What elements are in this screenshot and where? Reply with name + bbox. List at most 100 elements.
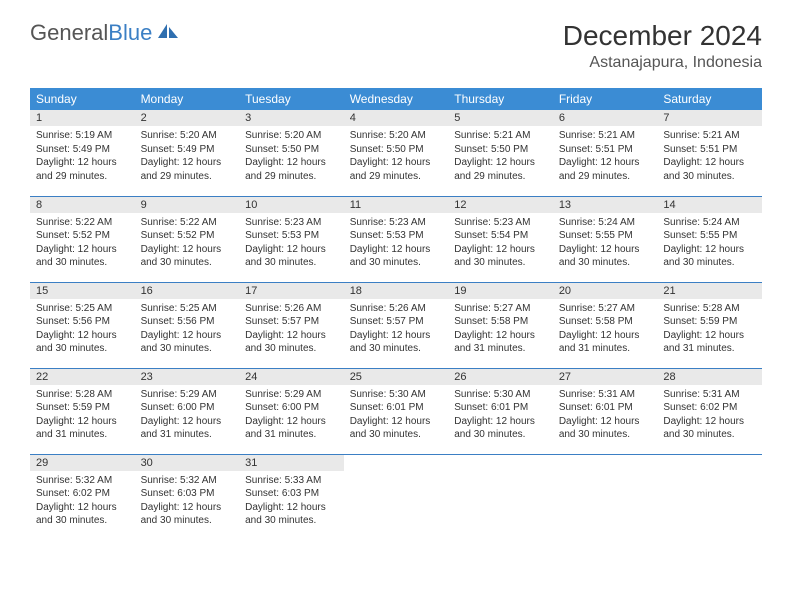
day-info-line: Sunset: 6:00 PM	[245, 401, 338, 415]
day-info: Sunrise: 5:22 AMSunset: 5:52 PMDaylight:…	[30, 213, 135, 274]
day-info-line: Sunset: 5:55 PM	[663, 229, 756, 243]
day-info: Sunrise: 5:19 AMSunset: 5:49 PMDaylight:…	[30, 126, 135, 187]
calendar-day-cell: 11Sunrise: 5:23 AMSunset: 5:53 PMDayligh…	[344, 196, 449, 282]
day-info-line: Daylight: 12 hours	[245, 501, 338, 515]
day-info: Sunrise: 5:24 AMSunset: 5:55 PMDaylight:…	[553, 213, 658, 274]
day-number: 12	[448, 197, 553, 213]
day-info-line: Sunset: 6:02 PM	[663, 401, 756, 415]
day-info-line: and 29 minutes.	[454, 170, 547, 184]
day-info: Sunrise: 5:28 AMSunset: 5:59 PMDaylight:…	[657, 299, 762, 360]
day-info-line: and 29 minutes.	[36, 170, 129, 184]
day-info-line: Sunrise: 5:33 AM	[245, 474, 338, 488]
calendar-day-cell: 31 Sunrise: 5:33 AMSunset: 6:03 PMDayligh…	[239, 454, 344, 540]
day-info-line: Daylight: 12 hours	[36, 243, 129, 257]
day-info-line: Daylight: 12 hours	[350, 329, 443, 343]
day-info-line: Sunset: 6:02 PM	[36, 487, 129, 501]
day-number: 16	[135, 283, 240, 299]
calendar-day-cell: 3Sunrise: 5:20 AMSunset: 5:50 PMDaylight…	[239, 110, 344, 196]
calendar-day-cell: 22Sunrise: 5:28 AMSunset: 5:59 PMDayligh…	[30, 368, 135, 454]
location-label: Astanajapura, Indonesia	[563, 54, 762, 72]
day-info-line: Daylight: 12 hours	[559, 243, 652, 257]
day-info-line: Daylight: 12 hours	[245, 415, 338, 429]
day-info-line: Sunset: 6:03 PM	[245, 487, 338, 501]
day-info-line: Sunrise: 5:26 AM	[350, 302, 443, 316]
page-title: December 2024	[563, 20, 762, 52]
day-info: Sunrise: 5:22 AMSunset: 5:52 PMDaylight:…	[135, 213, 240, 274]
day-info-line: Sunset: 5:56 PM	[141, 315, 234, 329]
day-info-line: Sunset: 5:57 PM	[245, 315, 338, 329]
day-info-line: and 30 minutes.	[663, 428, 756, 442]
calendar-day-cell: 6Sunrise: 5:21 AMSunset: 5:51 PMDaylight…	[553, 110, 658, 196]
day-info-line: Daylight: 12 hours	[245, 243, 338, 257]
calendar-day-cell: 15Sunrise: 5:25 AMSunset: 5:56 PMDayligh…	[30, 282, 135, 368]
calendar-day-cell: 9Sunrise: 5:22 AMSunset: 5:52 PMDaylight…	[135, 196, 240, 282]
day-info: Sunrise: 5:23 AMSunset: 5:54 PMDaylight:…	[448, 213, 553, 274]
calendar-week-row: 1Sunrise: 5:19 AMSunset: 5:49 PMDaylight…	[30, 110, 762, 196]
weekday-header: Monday	[135, 88, 240, 110]
day-info: Sunrise: 5:26 AMSunset: 5:57 PMDaylight:…	[239, 299, 344, 360]
calendar-day-cell	[344, 454, 449, 540]
calendar-day-cell	[553, 454, 658, 540]
day-number: 28	[657, 369, 762, 385]
day-info: Sunrise: 5:26 AMSunset: 5:57 PMDaylight:…	[344, 299, 449, 360]
day-info-line: Sunrise: 5:20 AM	[141, 129, 234, 143]
day-info: Sunrise: 5:32 AMSunset: 6:03 PMDaylight:…	[135, 471, 240, 532]
calendar-table: SundayMondayTuesdayWednesdayThursdayFrid…	[30, 88, 762, 540]
day-info-line: Daylight: 12 hours	[663, 243, 756, 257]
day-info-line: Daylight: 12 hours	[350, 415, 443, 429]
day-info: Sunrise: 5:20 AMSunset: 5:49 PMDaylight:…	[135, 126, 240, 187]
calendar-day-cell: 5Sunrise: 5:21 AMSunset: 5:50 PMDaylight…	[448, 110, 553, 196]
day-info-line: Sunset: 5:59 PM	[663, 315, 756, 329]
day-info-line: Sunset: 5:51 PM	[663, 143, 756, 157]
day-info-line: Sunrise: 5:31 AM	[663, 388, 756, 402]
calendar-day-cell: 28Sunrise: 5:31 AMSunset: 6:02 PMDayligh…	[657, 368, 762, 454]
day-info-line: and 30 minutes.	[141, 256, 234, 270]
day-info-line: Sunrise: 5:24 AM	[663, 216, 756, 230]
day-info-line: Sunset: 6:01 PM	[350, 401, 443, 415]
calendar-day-cell: 30Sunrise: 5:32 AMSunset: 6:03 PMDayligh…	[135, 454, 240, 540]
day-info-line: and 29 minutes.	[350, 170, 443, 184]
day-info: Sunrise: 5:29 AMSunset: 6:00 PMDaylight:…	[239, 385, 344, 446]
day-info-line: Sunset: 5:58 PM	[454, 315, 547, 329]
day-info: Sunrise: 5:20 AMSunset: 5:50 PMDaylight:…	[344, 126, 449, 187]
day-info: Sunrise: 5:32 AMSunset: 6:02 PMDaylight:…	[30, 471, 135, 532]
day-info-line: Sunrise: 5:32 AM	[36, 474, 129, 488]
day-number: 25	[344, 369, 449, 385]
day-info-line: Sunrise: 5:26 AM	[245, 302, 338, 316]
day-info-line: Sunset: 5:55 PM	[559, 229, 652, 243]
day-info-line: Sunrise: 5:23 AM	[454, 216, 547, 230]
day-info-line: and 30 minutes.	[559, 428, 652, 442]
weekday-header: Friday	[553, 88, 658, 110]
day-info-line: and 30 minutes.	[245, 514, 338, 528]
day-info-line: and 31 minutes.	[36, 428, 129, 442]
day-info: Sunrise: 5:23 AMSunset: 5:53 PMDaylight:…	[239, 213, 344, 274]
day-info-line: Sunset: 6:03 PM	[141, 487, 234, 501]
day-info-line: Sunrise: 5:25 AM	[141, 302, 234, 316]
day-info: Sunrise: 5:21 AMSunset: 5:51 PMDaylight:…	[553, 126, 658, 187]
header: General Blue December 2024 Astanajapura,…	[30, 20, 762, 72]
day-info-line: and 30 minutes.	[36, 256, 129, 270]
day-info-line: and 31 minutes.	[141, 428, 234, 442]
day-info-line: Sunrise: 5:30 AM	[454, 388, 547, 402]
calendar-day-cell: 10Sunrise: 5:23 AMSunset: 5:53 PMDayligh…	[239, 196, 344, 282]
day-number: 9	[135, 197, 240, 213]
day-info-line: and 30 minutes.	[559, 256, 652, 270]
day-info-line: Sunrise: 5:24 AM	[559, 216, 652, 230]
day-info-line: Sunset: 6:01 PM	[454, 401, 547, 415]
day-info-line: Sunset: 5:57 PM	[350, 315, 443, 329]
day-info-line: Sunset: 5:53 PM	[245, 229, 338, 243]
day-info-line: Sunset: 5:59 PM	[36, 401, 129, 415]
day-info-line: Sunrise: 5:28 AM	[663, 302, 756, 316]
day-info-line: and 29 minutes.	[245, 170, 338, 184]
day-number: 29	[30, 455, 135, 471]
calendar-day-cell: 25Sunrise: 5:30 AMSunset: 6:01 PMDayligh…	[344, 368, 449, 454]
day-number: 31	[239, 455, 344, 471]
day-info-line: Daylight: 12 hours	[141, 501, 234, 515]
day-info: Sunrise: 5:31 AMSunset: 6:02 PMDaylight:…	[657, 385, 762, 446]
day-info-line: and 29 minutes.	[141, 170, 234, 184]
day-info-line: and 30 minutes.	[663, 256, 756, 270]
day-number: 27	[553, 369, 658, 385]
calendar-day-cell: 27Sunrise: 5:31 AMSunset: 6:01 PMDayligh…	[553, 368, 658, 454]
day-info: Sunrise: 5:31 AMSunset: 6:01 PMDaylight:…	[553, 385, 658, 446]
day-info-line: Sunset: 5:50 PM	[350, 143, 443, 157]
